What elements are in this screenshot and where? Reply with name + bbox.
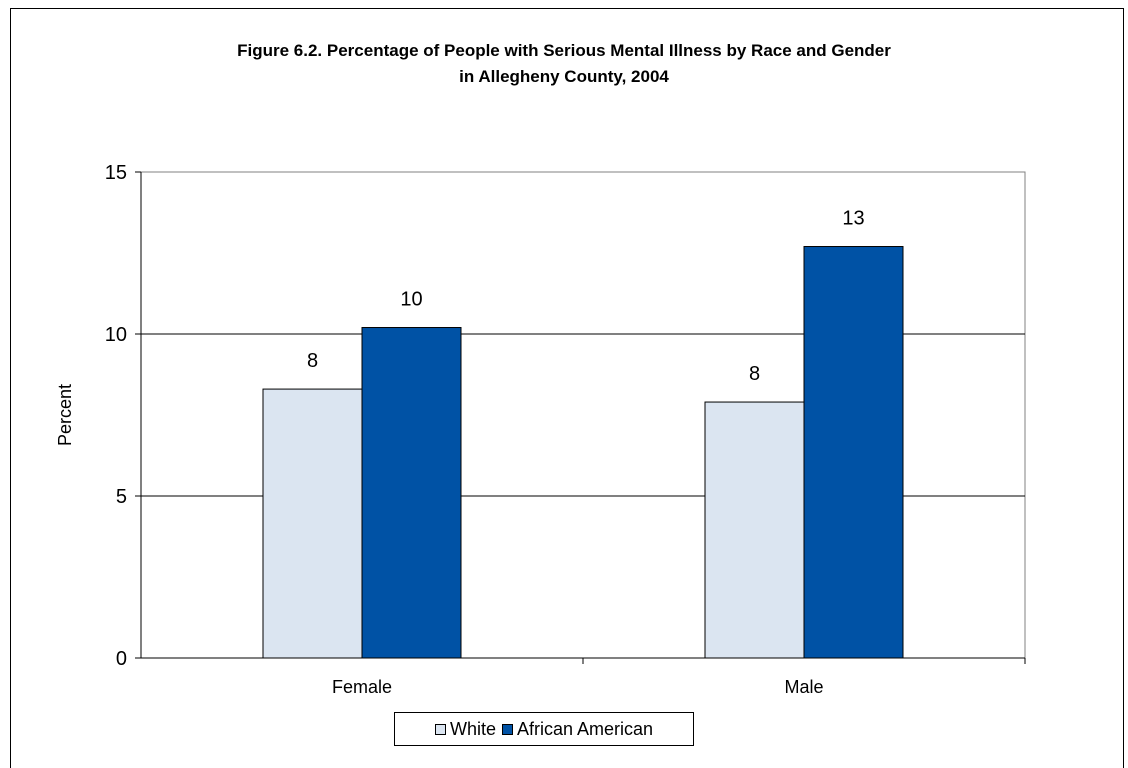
bar xyxy=(704,401,805,659)
data-label: 10 xyxy=(400,289,422,311)
chart-frame xyxy=(10,8,1124,768)
chart-title-line-1: Figure 6.2. Percentage of People with Se… xyxy=(237,41,891,60)
y-tick-label: 5 xyxy=(116,486,127,508)
legend-swatch-african-american xyxy=(501,723,513,735)
chart-title-line-2: in Allegheny County, 2004 xyxy=(459,67,669,86)
data-label: 8 xyxy=(749,363,760,385)
bar xyxy=(262,388,363,659)
y-tick-label: 10 xyxy=(105,324,127,346)
y-tick-label: 0 xyxy=(116,648,127,670)
legend-label-african-american: African American xyxy=(516,718,654,739)
data-label: 8 xyxy=(307,350,318,372)
legend-swatch-white xyxy=(434,723,446,735)
bar xyxy=(361,327,462,659)
bar xyxy=(803,246,904,659)
legend-item-white: White xyxy=(434,718,496,740)
y-tick-label: 15 xyxy=(105,162,127,184)
x-tick-label: Male xyxy=(784,677,823,697)
data-label: 13 xyxy=(842,208,864,230)
legend: White African American xyxy=(394,712,694,746)
legend-label-white: White xyxy=(449,718,496,739)
x-tick-label: Female xyxy=(332,677,392,697)
chart-title: Figure 6.2. Percentage of People with Se… xyxy=(0,38,1128,90)
y-axis-label: Percent xyxy=(55,384,75,446)
legend-item-african-american: African American xyxy=(501,718,654,740)
